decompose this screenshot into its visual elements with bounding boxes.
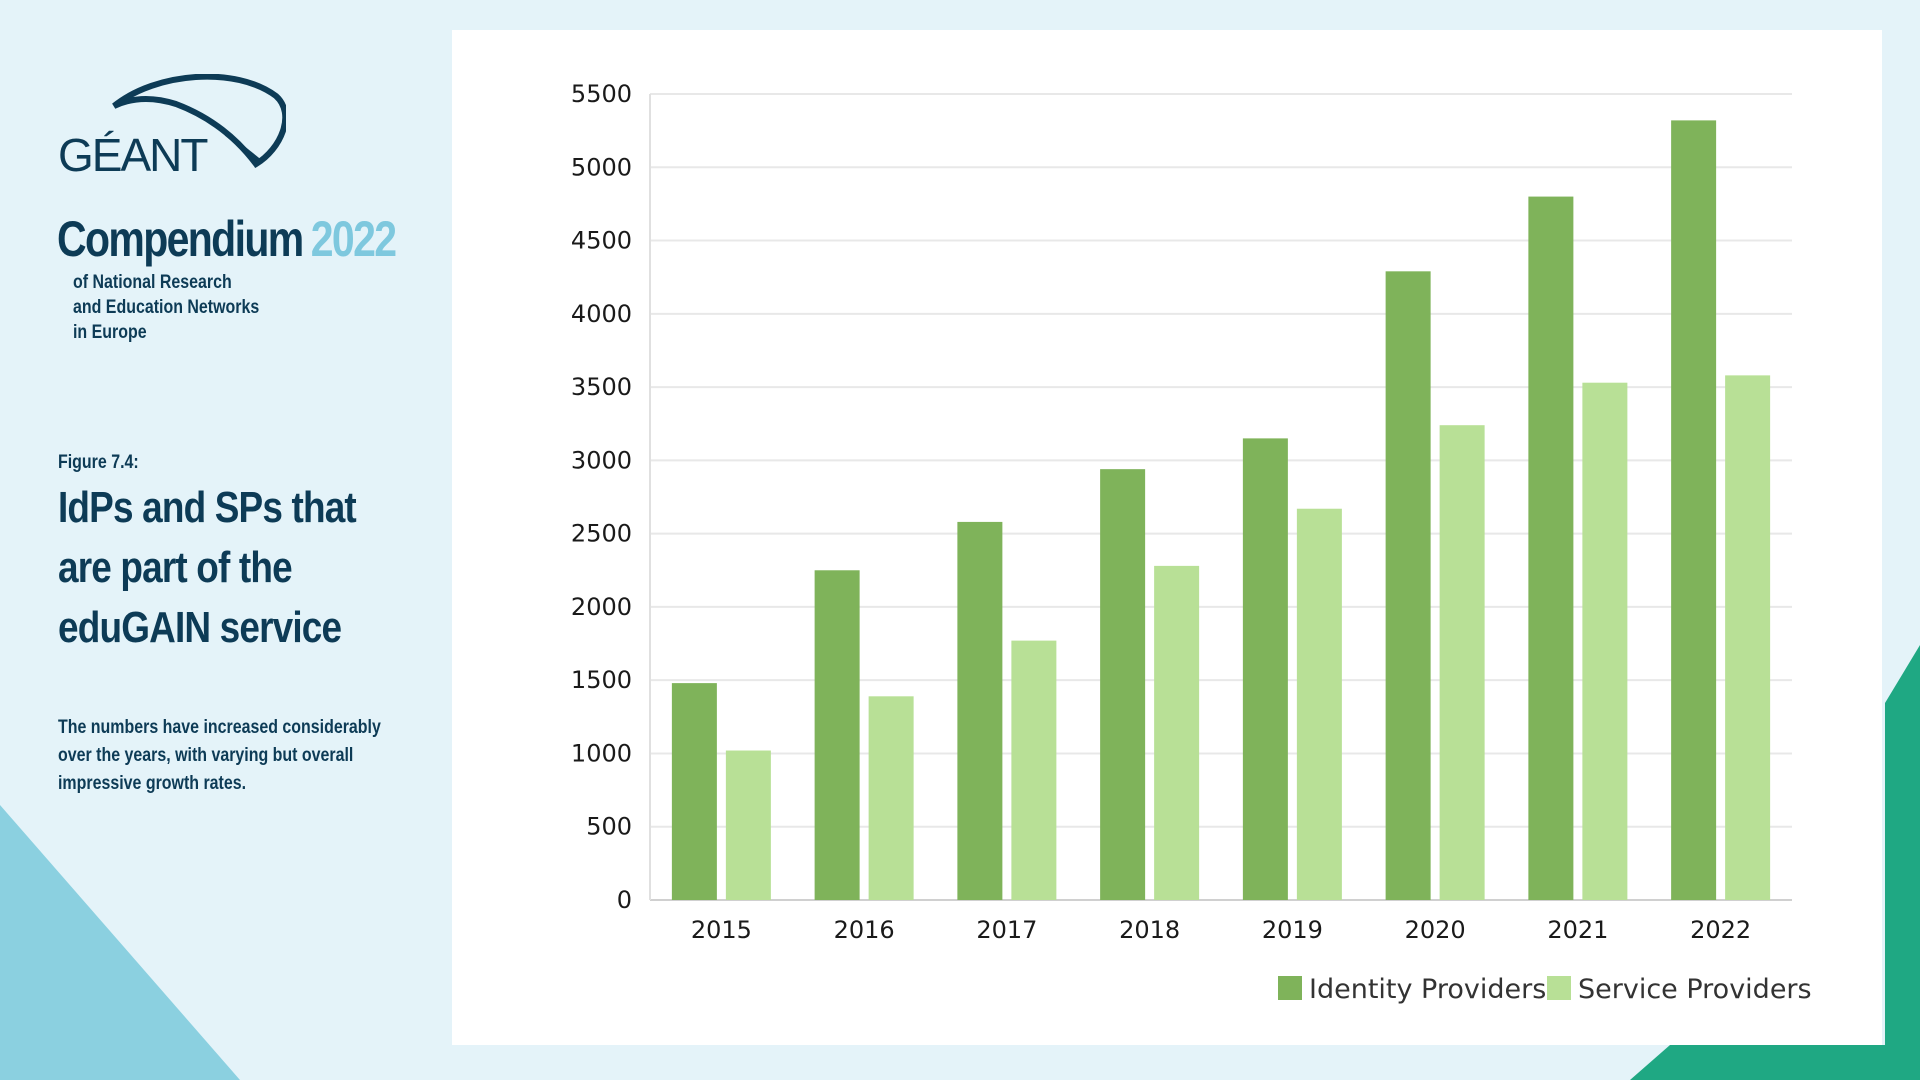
legend-label: Service Providers <box>1578 974 1812 1005</box>
figure-description: The numbers have increased considerably … <box>58 717 381 794</box>
x-tick-label: 2020 <box>1405 916 1466 944</box>
figure-title: IdPs and SPs that are part of the eduGAI… <box>58 483 357 652</box>
bar-service-providers <box>1154 565 1200 900</box>
figure-label: Figure 7.4: <box>58 452 139 473</box>
bar-service-providers <box>1439 425 1485 900</box>
legend-swatch <box>1278 976 1302 1000</box>
bar-service-providers <box>1582 382 1628 900</box>
x-tick-label: 2022 <box>1690 916 1751 944</box>
bar-identity-providers <box>671 683 717 900</box>
y-tick-label: 3500 <box>571 373 632 401</box>
bar-chart: 0 500 1000 1500 2000 2500 3000 3500 4000 4500 5000… <box>571 80 1812 1005</box>
bar-service-providers <box>1011 640 1057 900</box>
y-tick-label: 500 <box>586 813 632 841</box>
bar-identity-providers <box>1671 120 1717 901</box>
compendium-year: 2022 <box>310 211 397 267</box>
chart-panel: 0 500 1000 1500 2000 2500 3000 3500 4000 4500 5000… <box>452 30 1882 1045</box>
y-tick-label: 1500 <box>571 666 632 694</box>
bar-identity-providers <box>1385 271 1431 900</box>
bar-service-providers <box>725 750 771 900</box>
compendium-subtitle: of National Research and Education Netwo… <box>73 272 260 343</box>
y-tick-label: 0 <box>617 886 632 914</box>
y-tick-label: 2000 <box>571 593 632 621</box>
bar-service-providers <box>868 696 914 900</box>
bar-identity-providers <box>814 570 860 900</box>
y-tick-label: 5500 <box>571 80 632 108</box>
geant-logo-icon <box>112 74 286 168</box>
bar-service-providers <box>1725 375 1771 900</box>
compendium-title: Compendium 2022 <box>57 210 397 268</box>
bar-identity-providers <box>957 521 1003 900</box>
compendium-word: Compendium <box>57 211 304 267</box>
y-tick-label: 5000 <box>571 153 632 181</box>
x-tick-label: 2019 <box>1262 916 1323 944</box>
bar-service-providers <box>1296 508 1342 900</box>
y-tick-label: 3000 <box>571 446 632 474</box>
bar-identity-providers <box>1100 469 1146 900</box>
y-tick-label: 1000 <box>571 739 632 767</box>
decorative-triangle-left <box>0 805 240 1080</box>
y-tick-label: 4000 <box>571 300 632 328</box>
x-tick-label: 2016 <box>834 916 895 944</box>
logo-wordmark: GÉANT <box>58 129 208 181</box>
x-tick-label: 2021 <box>1547 916 1608 944</box>
x-tick-label: 2017 <box>976 916 1037 944</box>
legend-label: Identity Providers <box>1309 974 1546 1005</box>
legend-swatch <box>1547 976 1571 1000</box>
bar-identity-providers <box>1528 196 1574 901</box>
decorative-shape-right <box>1630 645 1920 1080</box>
y-tick-label: 2500 <box>571 520 632 548</box>
bar-identity-providers <box>1242 438 1288 900</box>
x-tick-label: 2018 <box>1119 916 1180 944</box>
x-tick-label: 2015 <box>691 916 752 944</box>
y-tick-label: 4500 <box>571 227 632 255</box>
